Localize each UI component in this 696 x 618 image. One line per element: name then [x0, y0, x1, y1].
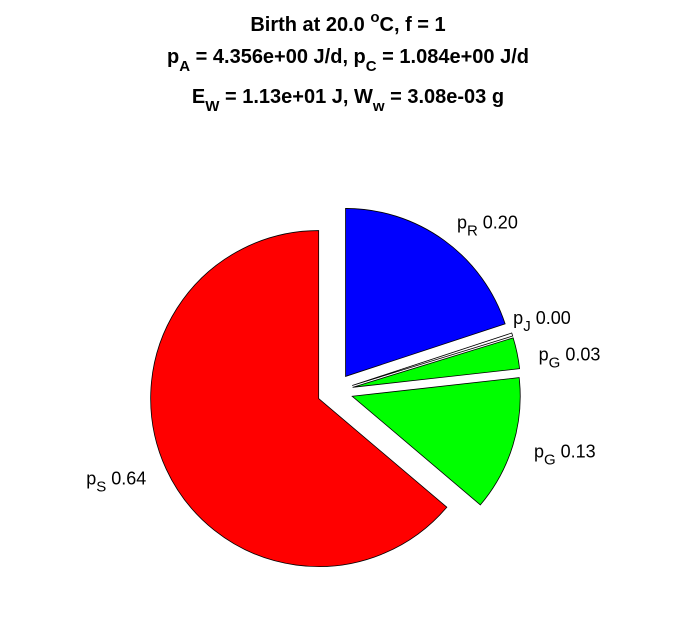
pie-slice-pj-1: [352, 332, 514, 386]
pie-labels: pR 0.20 pJ 0.00 pG 0.03 pG 0.13 pS 0.64: [86, 212, 600, 495]
pie-slice-pg-2: [352, 337, 521, 388]
pie-slice-ps-4: [150, 230, 448, 567]
pie-slice-pg-3: [351, 377, 521, 506]
pie-slices: [150, 208, 521, 567]
slice-label-1: pJ 0.00: [513, 308, 571, 335]
slice-label-4: pS 0.64: [86, 468, 146, 495]
pie-slice-pr-0: [345, 208, 506, 377]
slice-label-3: pG 0.13: [534, 442, 596, 469]
slice-label-0: pR 0.20: [457, 212, 518, 239]
title-line-3: EW = 1.13e+01 J, Ww = 3.08e-03 g: [192, 86, 504, 115]
title-line-2: pA = 4.356e+00 J/d, pC = 1.084e+00 J/d: [167, 46, 529, 75]
slice-label-2: pG 0.03: [539, 345, 601, 372]
chart-title: Birth at 20.0 oC, f = 1 pA = 4.356e+00 J/…: [167, 9, 529, 115]
title-line-1: Birth at 20.0 oC, f = 1: [250, 9, 445, 36]
